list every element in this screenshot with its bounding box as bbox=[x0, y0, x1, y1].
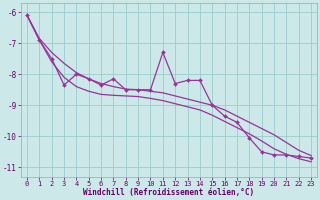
X-axis label: Windchill (Refroidissement éolien,°C): Windchill (Refroidissement éolien,°C) bbox=[84, 188, 255, 197]
